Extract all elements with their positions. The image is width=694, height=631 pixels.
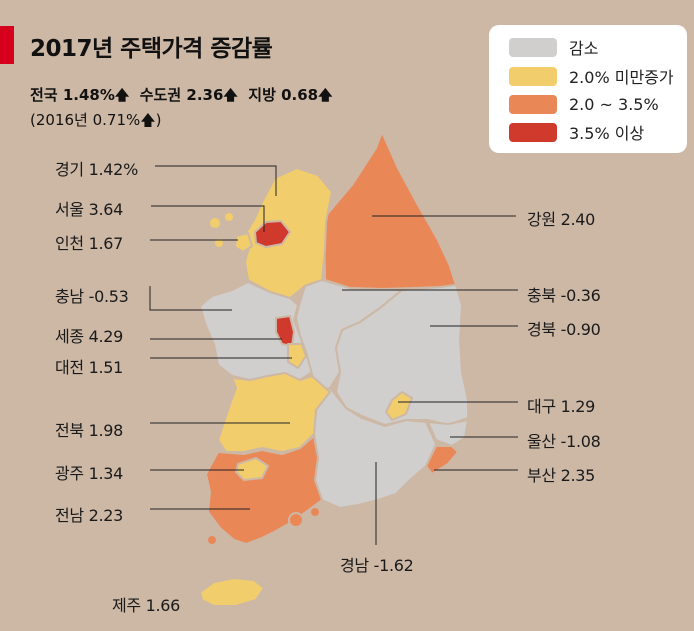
label-jeju: 제주 1.66 <box>112 596 181 615</box>
island-gyeonggi <box>223 211 235 223</box>
legend-label: 3.5% 이상 <box>569 124 645 143</box>
up-arrow-icon: 🡅 <box>223 88 238 104</box>
label-gwangju: 광주 1.34 <box>55 464 124 483</box>
island-gyeonggi <box>208 216 222 230</box>
up-arrow-icon: 🡅 <box>114 88 130 104</box>
legend-swatch <box>509 94 557 114</box>
title-accent-bar <box>0 26 14 64</box>
label-daejeon: 대전 1.51 <box>55 358 124 377</box>
label-chungbuk: 충북 -0.36 <box>527 286 601 305</box>
leader-seoul <box>151 205 265 232</box>
leader-chungnam <box>149 286 232 311</box>
capital-value: 2.36 <box>186 86 224 104</box>
local-label: 지방 <box>248 86 276 104</box>
nation-value: 1.48% <box>62 86 115 104</box>
local-value: 0.68 <box>281 86 319 104</box>
region-ulsan <box>427 419 469 447</box>
legend: 감소 2.0% 미만증가 2.0 ~ 3.5% 3.5% 이상 <box>489 25 687 153</box>
label-jeonnam: 전남 2.23 <box>55 506 124 525</box>
legend-item: 감소 <box>509 36 598 58</box>
legend-item: 3.5% 이상 <box>509 121 644 143</box>
label-daegu: 대구 1.29 <box>527 397 596 416</box>
legend-label: 감소 <box>569 39 599 58</box>
island-jeonnam <box>309 506 321 518</box>
region-daejeon <box>287 343 307 369</box>
legend-label: 2.0 ~ 3.5% <box>569 94 659 114</box>
legend-label: 2.0% 미만증가 <box>569 68 674 87</box>
legend-item: 2.0% 미만증가 <box>509 65 674 87</box>
island-jeonnam <box>206 534 218 546</box>
label-chungnam: 충남 -0.53 <box>55 287 129 306</box>
national-summary: 전국 1.48%🡅 수도권 2.36🡅 지방 0.68🡅 <box>30 84 333 109</box>
nation-label: 전국 <box>30 86 58 104</box>
region-gwangju <box>235 457 269 481</box>
page-title: 2017년 주택가격 증감률 <box>30 36 273 62</box>
region-incheon <box>234 232 253 253</box>
capital-label: 수도권 <box>139 86 182 104</box>
region-gangwon <box>323 131 457 290</box>
label-incheon: 인천 1.67 <box>55 234 124 253</box>
label-seoul: 서울 3.64 <box>55 200 124 219</box>
label-jeonbuk: 전북 1.98 <box>55 421 124 440</box>
label-gyeonggi: 경기 1.42% <box>55 160 138 179</box>
region-jeju <box>199 577 265 607</box>
legend-swatch <box>509 37 557 57</box>
label-ulsan: 울산 -1.08 <box>527 432 601 451</box>
up-arrow-icon: 🡅 <box>318 88 333 104</box>
label-gangwon: 강원 2.40 <box>527 210 596 229</box>
legend-swatch <box>509 122 557 142</box>
label-gyeongnam: 경남 -1.62 <box>340 556 414 575</box>
legend-swatch <box>509 66 557 86</box>
leader-gyeonggi <box>155 165 277 196</box>
label-gyeongbuk: 경북 -0.90 <box>527 320 601 339</box>
legend-item: 2.0 ~ 3.5% <box>509 93 659 115</box>
label-busan: 부산 2.35 <box>527 466 596 485</box>
label-sejong: 세종 4.29 <box>55 327 124 346</box>
region-daegu <box>385 391 413 421</box>
island-jeonnam <box>288 512 304 528</box>
region-jeonnam <box>205 435 323 545</box>
previous-year-note: (2016년 0.71%🡅) <box>30 111 162 129</box>
